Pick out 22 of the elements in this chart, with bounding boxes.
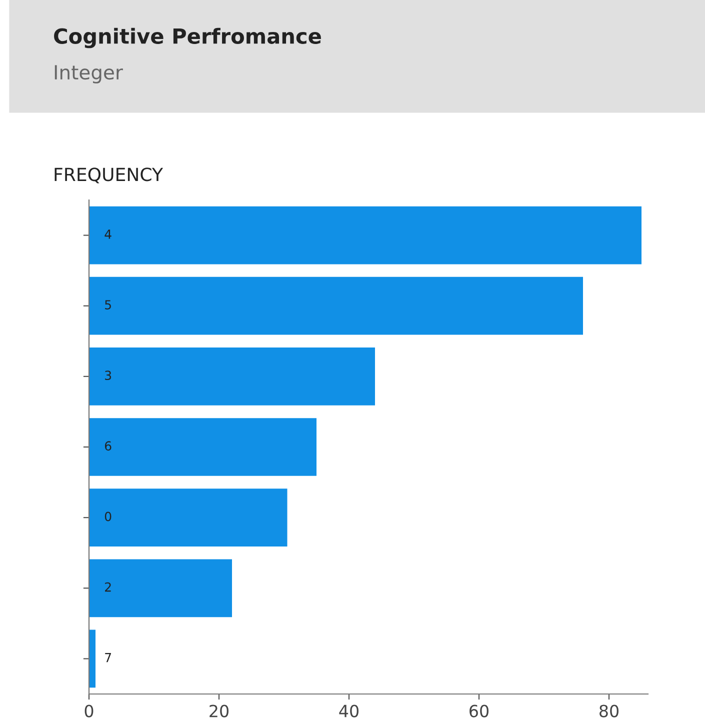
- bar: [89, 418, 316, 476]
- bar: [89, 488, 288, 547]
- y-tick-label: 5: [105, 300, 111, 310]
- bar: [89, 630, 96, 688]
- bar: [89, 276, 583, 335]
- x-tick-label: 40: [339, 704, 358, 718]
- bar: [89, 347, 375, 406]
- y-tick-label: 6: [104, 441, 112, 451]
- x-tick-label: 80: [600, 704, 618, 718]
- y-tick-label: 0: [104, 512, 112, 522]
- x-axis-title: FREQUENCY: [54, 168, 164, 184]
- y-tick-label: 4: [104, 230, 112, 239]
- y-tick-label: 3: [105, 370, 112, 380]
- x-tick-label: 0: [84, 704, 94, 718]
- x-tick-label: 60: [470, 704, 488, 718]
- y-tick-label: 7: [105, 653, 111, 662]
- chart-title: Cognitive Perfromance: [54, 28, 321, 48]
- chart-subtitle: Integer: [54, 65, 123, 84]
- bar: [89, 559, 232, 618]
- bar: [89, 206, 642, 264]
- x-tick-label: 20: [210, 704, 228, 718]
- y-tick-label: 2: [105, 582, 111, 592]
